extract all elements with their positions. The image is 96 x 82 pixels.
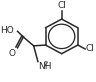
Text: Cl: Cl [86,44,95,53]
Text: NH: NH [38,62,51,71]
Text: 2: 2 [43,62,48,67]
Text: O: O [9,49,16,58]
Text: Cl: Cl [57,1,66,10]
Text: HO: HO [0,26,14,35]
